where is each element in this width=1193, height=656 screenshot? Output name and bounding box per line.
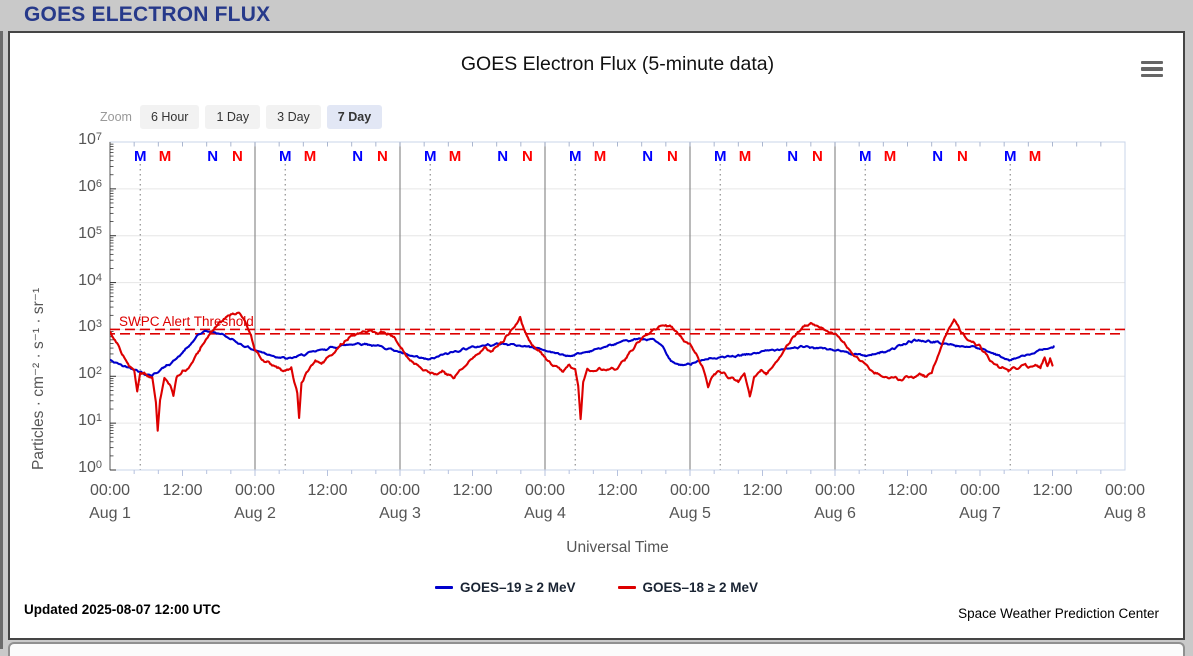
y-axis-tick-label: 106 <box>78 177 102 195</box>
noon-midnight-marker-m: M <box>594 148 607 165</box>
page-title: GOES ELECTRON FLUX <box>24 3 271 26</box>
noon-midnight-marker-n: N <box>522 148 533 165</box>
noon-midnight-marker-m: M <box>449 148 462 165</box>
noon-midnight-marker-m: M <box>1004 148 1017 165</box>
x-axis-time-label: 00:00 <box>379 482 421 499</box>
x-axis-time-label: 12:00 <box>162 482 203 499</box>
zoom-label: Zoom <box>100 110 132 124</box>
noon-midnight-marker-n: N <box>642 148 653 165</box>
zoom-range-button-3-day[interactable]: 3 Day <box>266 105 321 129</box>
x-axis-time-label: 00:00 <box>1104 482 1146 499</box>
x-axis-date-label: Aug 7 <box>959 505 1001 522</box>
x-axis-time-label: 12:00 <box>597 482 638 499</box>
noon-midnight-marker-m: M <box>424 148 437 165</box>
noon-midnight-marker-m: M <box>1029 148 1042 165</box>
zoom-buttons-group: 6 Hour 1 Day 3 Day 7 Day <box>139 105 388 129</box>
x-axis-date-label: Aug 2 <box>234 505 276 522</box>
swpc-alert-threshold-label: SWPC Alert Threshold <box>119 314 254 329</box>
noon-midnight-marker-m: M <box>134 148 147 165</box>
zoom-range-button-6-hour[interactable]: 6 Hour <box>139 105 200 129</box>
legend-swatch <box>435 586 454 589</box>
noon-midnight-marker-n: N <box>232 148 243 165</box>
y-axis-tick-label: 102 <box>78 365 102 383</box>
next-panel-edge <box>8 642 1185 656</box>
x-axis-time-label: 00:00 <box>524 482 566 499</box>
noon-midnight-marker-n: N <box>377 148 388 165</box>
chart-legend: GOES–19 ≥ 2 MeV GOES–18 ≥ 2 MeV <box>0 580 1193 595</box>
x-axis-time-label: 12:00 <box>887 482 928 499</box>
noon-midnight-marker-n: N <box>957 148 968 165</box>
y-axis-tick-label: 105 <box>78 224 102 242</box>
legend-swatch <box>617 586 636 589</box>
x-axis-date-label: Aug 1 <box>89 505 131 522</box>
zoom-range-button-7-day[interactable]: 7 Day <box>326 105 383 129</box>
legend-label: GOES–19 ≥ 2 MeV <box>460 580 576 595</box>
chart-panel <box>8 31 1185 640</box>
plot-frame <box>109 141 1126 471</box>
x-axis-date-label: Aug 3 <box>379 505 421 522</box>
y-axis-tick-label: 101 <box>78 412 102 430</box>
x-axis-time-label: 12:00 <box>452 482 493 499</box>
legend-item-goes-19-2-mev[interactable]: GOES–19 ≥ 2 MeV <box>435 580 576 595</box>
noon-midnight-marker-n: N <box>932 148 943 165</box>
noon-midnight-marker-m: M <box>159 148 172 165</box>
x-axis-time-label: 00:00 <box>814 482 856 499</box>
zoom-range-button-1-day[interactable]: 1 Day <box>205 105 261 129</box>
x-axis-time-label: 12:00 <box>307 482 348 499</box>
x-axis-time-label: 00:00 <box>959 482 1001 499</box>
noon-midnight-marker-m: M <box>569 148 582 165</box>
noon-midnight-marker-m: M <box>739 148 752 165</box>
noon-midnight-marker-n: N <box>497 148 508 165</box>
noon-midnight-marker-m: M <box>884 148 897 165</box>
noon-midnight-marker-n: N <box>812 148 823 165</box>
x-axis-title: Universal Time <box>566 539 669 556</box>
x-axis-time-label: 00:00 <box>89 482 131 499</box>
noon-midnight-marker-n: N <box>352 148 363 165</box>
legend-item-goes-18-2-mev[interactable]: GOES–18 ≥ 2 MeV <box>617 580 758 595</box>
noon-midnight-marker-m: M <box>304 148 317 165</box>
window-left-edge <box>0 31 3 649</box>
x-axis-time-label: 00:00 <box>234 482 276 499</box>
y-axis-tick-label: 103 <box>78 318 102 336</box>
y-axis-tick-label: 104 <box>78 271 102 289</box>
x-axis-date-label: Aug 6 <box>814 505 856 522</box>
noon-midnight-marker-n: N <box>787 148 798 165</box>
noon-midnight-marker-n: N <box>207 148 218 165</box>
series-line-goes-19-2-mev <box>110 329 1055 377</box>
zoom-range-toolbar: Zoom 6 Hour 1 Day 3 Day 7 Day <box>100 104 388 130</box>
y-axis-tick-label: 100 <box>78 459 102 476</box>
x-axis-date-label: Aug 4 <box>524 505 566 522</box>
y-axis-tick-label: 107 <box>78 131 102 148</box>
noon-midnight-marker-n: N <box>667 148 678 165</box>
x-axis-time-label: 00:00 <box>669 482 711 499</box>
x-axis-date-label: Aug 8 <box>1104 505 1146 522</box>
export-menu-button[interactable] <box>1137 57 1167 81</box>
chart-title: GOES Electron Flux (5-minute data) <box>460 53 775 75</box>
swpc-credit: Space Weather Prediction Center <box>958 606 1159 621</box>
x-axis-time-label: 12:00 <box>742 482 783 499</box>
x-axis-time-label: 12:00 <box>1032 482 1073 499</box>
noon-midnight-marker-m: M <box>279 148 292 165</box>
noon-midnight-marker-m: M <box>714 148 727 165</box>
x-axis-date-label: Aug 5 <box>669 505 711 522</box>
series-line-goes-18-2-mev <box>110 311 1054 432</box>
updated-timestamp: Updated 2025-08-07 12:00 UTC <box>24 602 221 617</box>
noon-midnight-marker-m: M <box>859 148 872 165</box>
legend-label: GOES–18 ≥ 2 MeV <box>642 580 758 595</box>
